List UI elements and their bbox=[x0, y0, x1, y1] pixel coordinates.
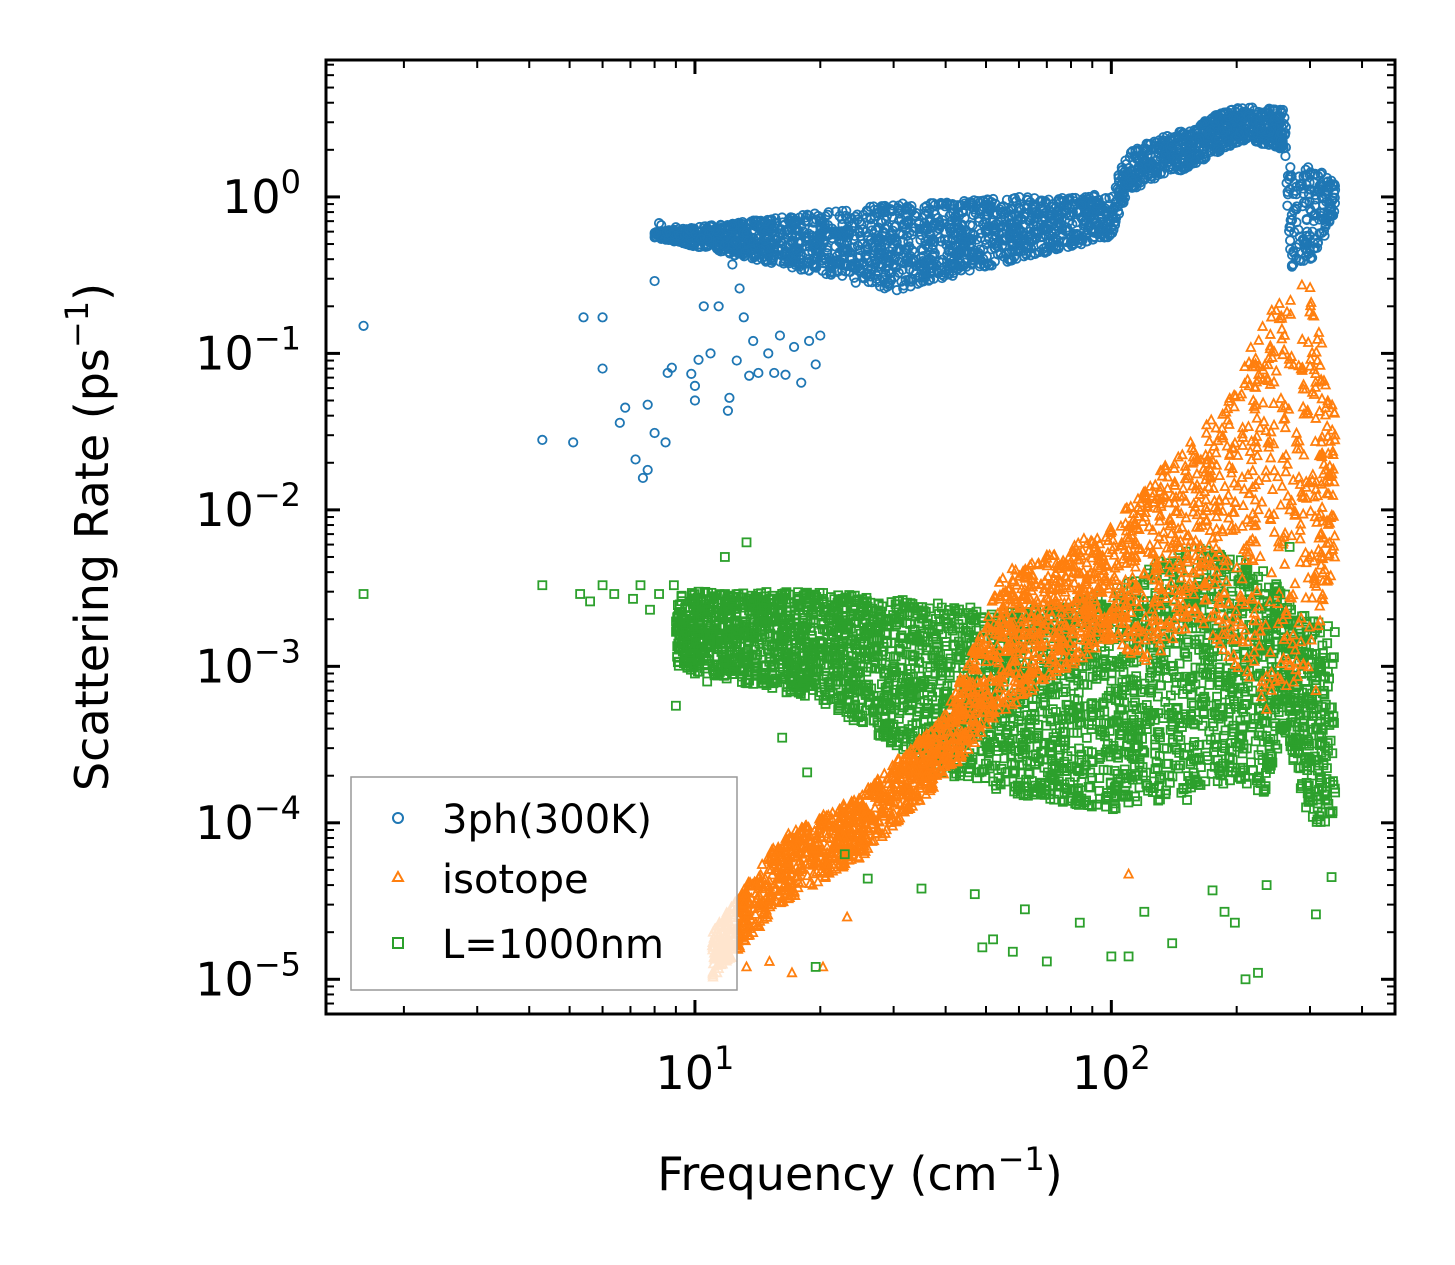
point-isotope bbox=[1200, 426, 1213, 438]
point-l-1000nm bbox=[1186, 672, 1197, 682]
point-l-1000nm bbox=[1173, 763, 1184, 774]
point-l-1000nm bbox=[1060, 686, 1071, 697]
point-l-1000nm bbox=[1074, 743, 1084, 754]
point-isotope bbox=[1275, 392, 1287, 403]
point-isotope bbox=[1251, 449, 1264, 461]
point-l-1000nm bbox=[1097, 699, 1108, 709]
point-isotope bbox=[1242, 420, 1255, 432]
point-l-1000nm bbox=[985, 731, 996, 741]
point-l-1000nm bbox=[1123, 790, 1133, 801]
point-isotope bbox=[1276, 479, 1288, 491]
point-l-1000nm bbox=[1327, 748, 1338, 759]
point-isotope bbox=[1275, 498, 1287, 510]
point-isotope bbox=[1284, 293, 1297, 305]
point-l-1000nm bbox=[1153, 795, 1164, 806]
point-isotope bbox=[1203, 539, 1215, 551]
point-l-1000nm bbox=[930, 631, 941, 642]
point-l-1000nm bbox=[1230, 701, 1241, 712]
point-l-1000nm bbox=[1212, 691, 1222, 702]
point-l-1000nm bbox=[1068, 680, 1079, 691]
point-l-1000nm bbox=[1204, 680, 1215, 690]
point-isotope bbox=[1296, 332, 1308, 344]
plot-marks bbox=[358, 102, 1341, 985]
point-isotope bbox=[1281, 457, 1294, 469]
point-l-1000nm bbox=[1039, 762, 1050, 773]
point-l-1000nm bbox=[1018, 790, 1029, 801]
point-isotope bbox=[1254, 550, 1266, 562]
point-l-1000nm bbox=[1198, 706, 1209, 717]
point-l-1000nm bbox=[1322, 795, 1333, 806]
point-isotope bbox=[1257, 396, 1269, 408]
point-l-1000nm bbox=[1190, 662, 1201, 673]
point-l-1000nm bbox=[1323, 621, 1333, 632]
point-l-1000nm bbox=[1161, 785, 1171, 796]
point-isotope bbox=[1328, 529, 1341, 541]
point-l-1000nm bbox=[949, 631, 960, 642]
point-l-1000nm bbox=[1268, 619, 1278, 630]
point-isotope bbox=[1266, 483, 1279, 494]
point-l-1000nm bbox=[1325, 735, 1336, 746]
point-isotope bbox=[1228, 400, 1240, 412]
point-isotope bbox=[1265, 566, 1278, 578]
point-l-1000nm bbox=[1168, 710, 1179, 721]
point-l-1000nm bbox=[942, 681, 953, 691]
point-l-1000nm bbox=[984, 763, 995, 774]
point-l-1000nm bbox=[921, 618, 932, 629]
point-l-1000nm bbox=[1256, 744, 1267, 755]
point-isotope bbox=[1280, 448, 1292, 460]
point-isotope bbox=[1296, 278, 1308, 290]
point-isotope bbox=[1313, 326, 1325, 337]
cloud-l-1000nm bbox=[671, 543, 1341, 827]
point-l-1000nm bbox=[1328, 776, 1338, 787]
point-isotope bbox=[1256, 320, 1269, 331]
point-l-1000nm bbox=[1130, 791, 1140, 802]
point-l-1000nm bbox=[1329, 652, 1339, 663]
point-isotope bbox=[1219, 480, 1231, 491]
point-l-1000nm bbox=[941, 686, 951, 697]
point-l-1000nm bbox=[1101, 792, 1112, 803]
point-l-1000nm bbox=[1227, 723, 1238, 734]
point-isotope bbox=[1213, 469, 1226, 481]
point-isotope bbox=[1316, 501, 1328, 512]
point-l-1000nm bbox=[1171, 744, 1182, 755]
point-l-1000nm bbox=[1155, 794, 1165, 805]
point-l-1000nm bbox=[1258, 566, 1269, 577]
point-l-1000nm bbox=[1312, 765, 1323, 776]
point-l-1000nm bbox=[1081, 732, 1092, 743]
point-isotope bbox=[1279, 421, 1292, 433]
point-isotope bbox=[1203, 435, 1216, 446]
point-l-1000nm bbox=[1160, 697, 1171, 707]
